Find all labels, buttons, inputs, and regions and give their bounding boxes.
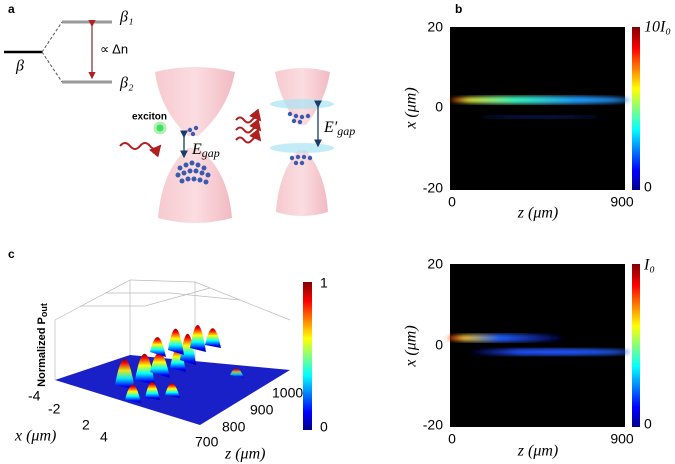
- tick-label: -4: [28, 388, 41, 404]
- panel-b2: 20 0 -20 0 900 z (μm) x (μm) I₀ 0: [403, 256, 655, 460]
- tick-label: 700: [195, 434, 219, 450]
- axis-label: Normalized Pout: [36, 303, 49, 387]
- band-plane: [270, 143, 334, 153]
- tick-label: 1000: [272, 385, 303, 401]
- exciton-label: exciton: [132, 112, 167, 123]
- tick-label: -2: [48, 401, 61, 417]
- box: [54, 279, 291, 380]
- beta2: β₂: [119, 75, 134, 92]
- panel-label: a: [8, 2, 15, 16]
- colorbar-label: 0: [644, 416, 652, 432]
- beta1: β₁: [119, 9, 134, 26]
- gap-label: Egap: [191, 141, 220, 160]
- axis-label: z (μm): [517, 443, 558, 460]
- axis-label: x (μm): [403, 87, 420, 129]
- tick-label: 0: [435, 99, 443, 115]
- axis-label: z (μm): [224, 446, 265, 463]
- beam: [480, 115, 600, 119]
- cone: [276, 150, 328, 216]
- delta-n: ∝ Δn: [100, 41, 128, 56]
- axis-label: x (μm): [14, 428, 56, 445]
- tick-label: -20: [423, 417, 443, 433]
- axis-label: x (μm): [403, 325, 420, 367]
- light-wave: [235, 118, 262, 134]
- tick-label: 0: [448, 431, 456, 447]
- tick-label: 900: [610, 194, 634, 210]
- cone: [275, 68, 330, 125]
- band-plane: [270, 99, 334, 109]
- panel-c: c Normalized Pout -4 -2 2 4 700 800 900 …: [8, 247, 328, 463]
- panel-b: b 20 0 -20 0 900 z (μm) x (μm) 10I₀ 0: [403, 2, 671, 222]
- gap-label: E′gap: [323, 119, 355, 138]
- light-wave: [235, 108, 262, 124]
- connector: [41, 51, 63, 83]
- cone: [155, 67, 235, 136]
- colorbar-label: 0: [320, 419, 328, 435]
- tick-label: 0: [435, 337, 443, 353]
- peaks: [115, 324, 244, 403]
- tick-label: 20: [427, 19, 443, 35]
- tick-label: 4: [100, 429, 108, 445]
- beam: [470, 348, 630, 356]
- tick-label: 20: [427, 256, 443, 272]
- beam: [447, 334, 563, 342]
- colorbar-label: 10I₀: [644, 19, 671, 36]
- beta: β: [15, 58, 24, 75]
- colorbar-label: 1: [320, 275, 328, 291]
- panel-label: b: [455, 2, 462, 16]
- beam: [450, 96, 630, 104]
- tick-label: 800: [222, 419, 246, 435]
- colorbar-label: 0: [644, 179, 652, 195]
- heatmap: [450, 27, 625, 190]
- colorbar: [632, 264, 640, 427]
- tick-label: 2: [82, 417, 90, 433]
- exciton-dot: [153, 121, 167, 135]
- tick-label: 900: [610, 431, 634, 447]
- heatmap: [450, 264, 625, 427]
- axis-label: z (μm): [517, 205, 558, 222]
- connector: [41, 21, 63, 53]
- tick-label: -20: [423, 180, 443, 196]
- colorbar-label: I₀: [643, 257, 655, 274]
- panel-a: a β β₁ β₂ ∝ Δn exciton Egap E′gap: [4, 2, 355, 223]
- carriers: [287, 111, 313, 166]
- tick-label: 0: [448, 194, 456, 210]
- panel-label: c: [8, 247, 15, 261]
- carriers: [175, 125, 211, 185]
- light-wave: [119, 142, 162, 158]
- tick-label: 900: [250, 402, 274, 418]
- cone: [158, 148, 232, 223]
- colorbar: [303, 282, 312, 430]
- colorbar: [632, 27, 640, 190]
- light-wave: [235, 128, 262, 144]
